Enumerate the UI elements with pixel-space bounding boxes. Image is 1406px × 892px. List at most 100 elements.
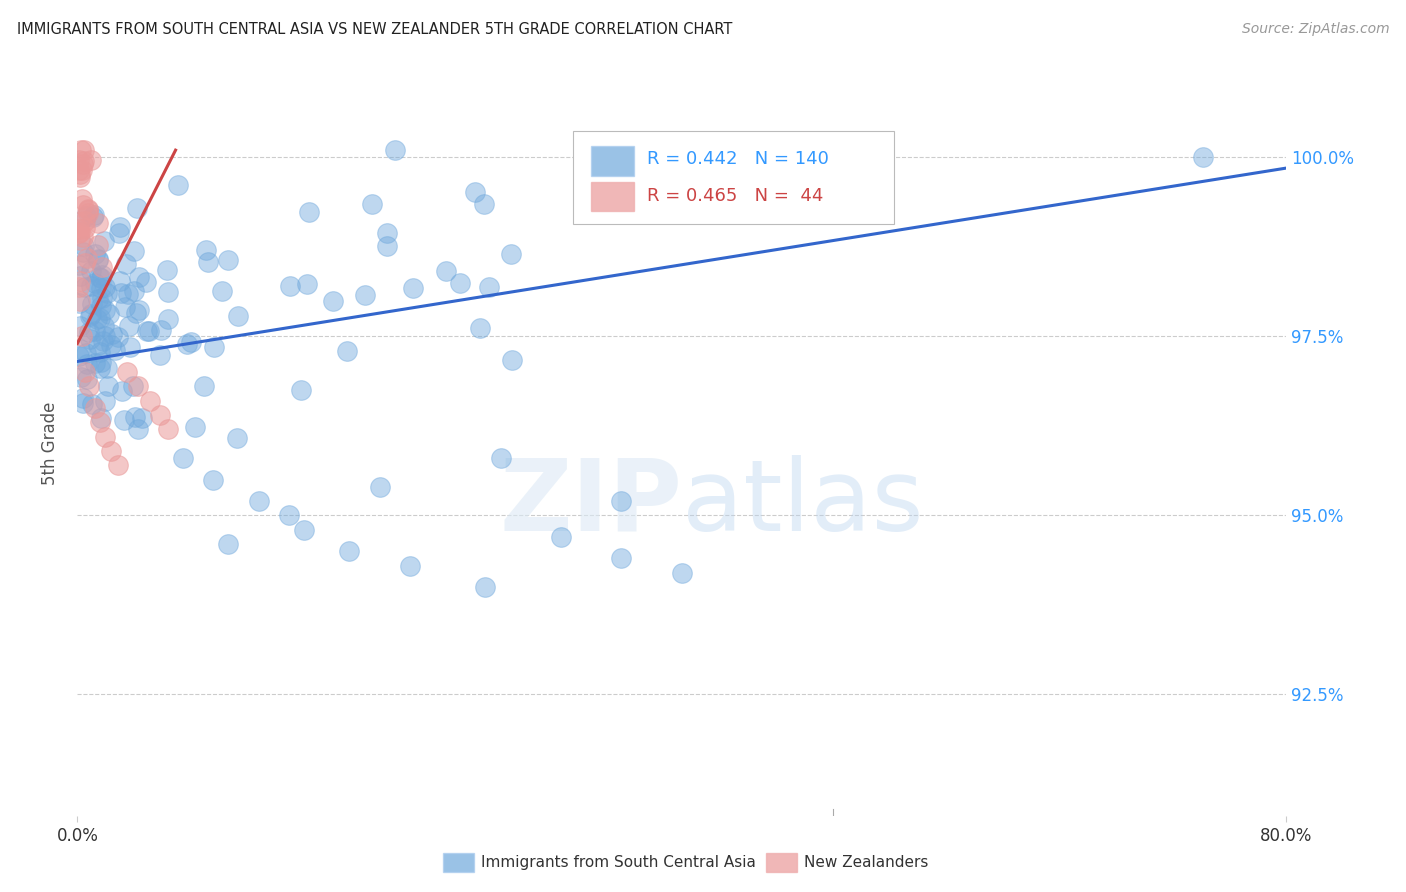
Point [94,393,117,408]
Point [76,358,98,372]
Point [77,202,100,216]
Point [94,302,117,317]
Point [322,293,344,308]
Point [474,580,496,594]
Point [86,252,108,266]
Point [127,202,149,216]
Point [67,153,90,167]
Point [87,252,110,267]
Point [84,277,107,291]
Point [72,230,94,244]
Point [100,444,122,458]
Point [93,429,115,443]
Point [121,378,143,392]
Point [149,348,172,362]
Point [127,422,149,436]
Point [478,280,501,294]
Point [468,321,491,335]
Point [73,220,96,235]
Point [80,279,103,293]
Point [70,192,93,206]
Point [172,451,194,466]
Point [90,271,112,285]
Point [83,356,105,370]
Point [94,280,117,294]
Point [93,234,115,248]
Point [76,252,98,266]
Point [67,296,90,310]
Point [82,397,104,411]
Text: Source: ZipAtlas.com: Source: ZipAtlas.com [1241,22,1389,37]
Point [90,355,112,369]
Point [336,344,359,359]
Point [184,419,207,434]
Point [75,255,97,269]
Point [127,379,149,393]
Point [84,401,107,415]
Point [434,264,457,278]
Point [360,196,382,211]
Point [117,287,139,301]
Point [73,153,96,168]
Point [217,253,239,268]
Point [87,292,110,306]
Point [89,415,111,429]
Point [499,247,522,261]
Point [69,269,91,284]
Point [218,537,240,551]
Point [84,324,107,338]
Point [90,299,112,313]
Point [72,198,94,212]
Point [128,269,150,284]
Text: Immigrants from South Central Asia: Immigrants from South Central Asia [481,855,756,870]
Point [82,210,104,224]
Point [69,143,91,157]
Point [402,280,425,294]
Point [89,311,111,326]
Point [76,372,98,386]
Point [70,369,93,384]
Point [67,214,90,228]
Point [77,325,100,339]
Point [156,285,179,300]
Point [69,233,91,247]
Point [107,458,129,473]
Text: atlas: atlas [682,455,924,552]
Point [67,227,90,241]
Point [149,408,172,422]
Point [96,286,118,301]
Point [87,216,110,230]
Point [72,396,94,410]
Point [67,280,90,294]
Point [67,349,90,363]
Point [104,343,127,358]
Point [194,243,217,257]
Point [98,307,121,321]
Point [76,206,98,220]
Point [278,279,301,293]
Point [375,227,398,241]
Point [91,268,114,282]
Point [295,277,318,291]
Point [197,254,219,268]
Point [91,260,114,274]
Point [157,312,180,326]
Point [180,334,202,349]
Point [101,327,124,342]
Point [202,473,225,487]
Point [124,306,146,320]
Point [91,334,114,348]
Point [80,297,103,311]
Point [472,196,495,211]
Point [117,318,139,333]
Point [86,237,108,252]
Point [93,319,115,334]
Point [464,185,486,199]
Point [112,413,135,427]
Point [67,222,90,236]
Point [69,293,91,308]
Point [72,157,94,171]
Point [292,523,315,537]
Point [110,286,132,301]
Point [89,345,111,359]
